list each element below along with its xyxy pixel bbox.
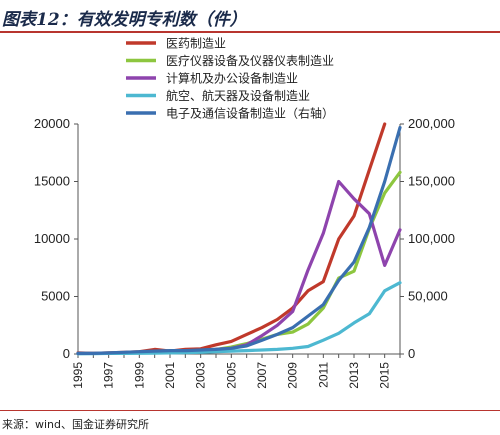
figure-title-text: 图表12：有效发明专利数（件）: [2, 10, 247, 30]
series-line-5: [76, 125, 402, 355]
series-line-4: [76, 281, 402, 356]
footer-divider: [0, 410, 500, 411]
legend-label-2: 医疗仪器设备及仪器仪表制造业: [166, 54, 334, 68]
x-tick-label: 2001: [163, 362, 177, 389]
right-y-tick-label: 0: [408, 346, 415, 361]
x-tick-label: 2005: [224, 362, 238, 389]
right-y-tick-label: 150,000: [408, 174, 455, 189]
series-line-3: [76, 179, 402, 355]
left-y-tick-label: 15000: [34, 174, 70, 189]
x-tick-label: 1995: [71, 362, 85, 389]
left-y-tick-label: 10000: [34, 231, 70, 246]
figure-title: 图表12：有效发明专利数（件）: [0, 5, 500, 31]
chart-legend: 医药制造业医疗仪器设备及仪器仪表制造业计算机及办公设备制造业航空、航天器及设备制…: [126, 37, 334, 121]
x-tick-label: 2011: [316, 362, 330, 388]
x-tick-label: 2003: [194, 362, 208, 389]
left-y-tick-label: 0: [63, 346, 70, 361]
legend-label-1: 医药制造业: [166, 37, 226, 51]
source-note: 来源：wind、国金证券研究所: [2, 418, 150, 431]
chart-axes: 0 5000 10000 15000 20000 0 50,000 100,000 150,00…: [34, 116, 455, 389]
legend-label-5: 电子及通信设备制造业（右轴）: [166, 106, 334, 121]
chart-series-lines: [76, 122, 402, 356]
right-y-tick-label: 50,000: [408, 289, 448, 304]
x-tick-label: 1999: [132, 362, 146, 389]
title-divider: [0, 31, 500, 33]
x-tick-label: 1997: [102, 362, 116, 389]
x-tick-label: 2013: [347, 362, 361, 389]
left-y-tick-label: 20000: [34, 116, 70, 131]
series-line-1: [76, 122, 387, 355]
x-tick-label: 2015: [378, 362, 392, 389]
x-tick-label: 2009: [286, 362, 300, 389]
right-y-tick-label: 200,000: [408, 116, 455, 131]
line-chart: 0 5000 10000 15000 20000 0 50,000 100,000 150,00…: [34, 37, 455, 389]
x-tick-label: 2007: [255, 362, 269, 389]
left-y-tick-label: 5000: [41, 289, 70, 304]
legend-label-3: 计算机及办公设备制造业: [166, 71, 298, 86]
legend-label-4: 航空、航天器及设备制造业: [166, 88, 310, 103]
right-y-tick-label: 100,000: [408, 231, 455, 246]
